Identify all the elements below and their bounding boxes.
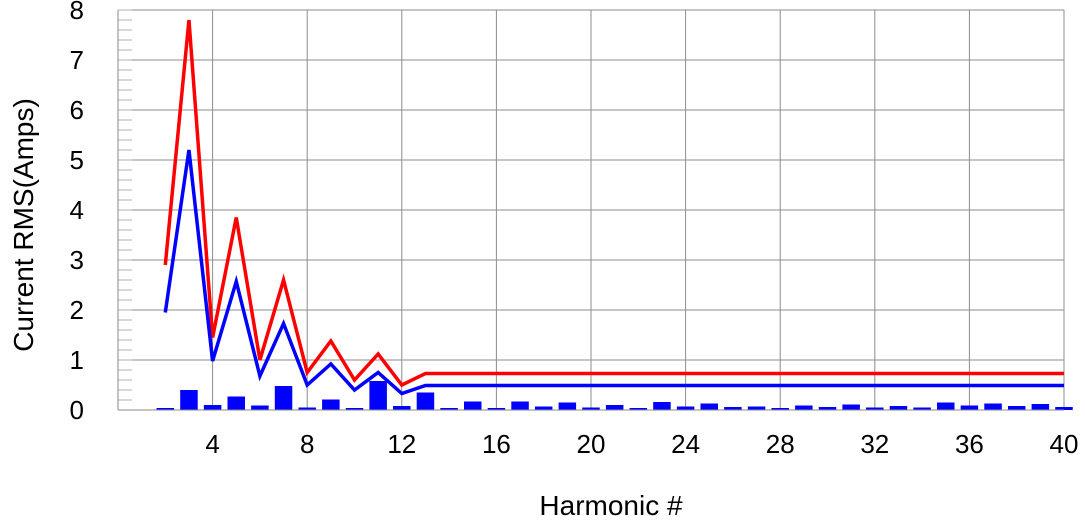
harmonic-bar xyxy=(984,403,1002,410)
y-tick-label: 7 xyxy=(70,45,84,75)
harmonic-bar xyxy=(251,405,269,410)
red-limit-line xyxy=(163,19,1064,388)
harmonic-bar xyxy=(960,405,979,410)
y-minor-ticks xyxy=(118,9,132,411)
harmonic-bar xyxy=(1031,404,1050,410)
harmonic-bar xyxy=(1055,407,1073,410)
harmonic-bar xyxy=(653,402,671,410)
harmonic-bar xyxy=(700,403,719,410)
y-tick-label: 0 xyxy=(70,395,84,425)
y-tick-label: 1 xyxy=(70,345,84,375)
harmonic-bar xyxy=(1007,406,1026,410)
y-tick-label: 2 xyxy=(70,295,84,325)
x-tick-label: 16 xyxy=(482,429,511,459)
y-tick-label: 4 xyxy=(70,195,84,225)
y-tick-label: 6 xyxy=(70,95,84,125)
harmonic-bar xyxy=(866,407,884,410)
x-tick-label: 36 xyxy=(955,429,984,459)
x-tick-label: 32 xyxy=(860,429,889,459)
harmonic-bar xyxy=(771,408,789,410)
harmonic-bar xyxy=(818,407,837,410)
harmonic-bar xyxy=(203,405,222,410)
x-tick-label: 28 xyxy=(766,429,795,459)
harmonic-bar xyxy=(274,386,293,410)
bar-series xyxy=(156,381,1073,410)
harmonic-bar xyxy=(227,396,246,410)
x-axis-label: Harmonic # xyxy=(539,490,683,521)
harmonic-bar xyxy=(795,405,813,410)
limit-lines xyxy=(163,19,1064,396)
harmonic-bar xyxy=(511,401,529,410)
x-tick-label: 24 xyxy=(671,429,700,459)
y-tick-label: 8 xyxy=(70,0,84,25)
harmonic-bar xyxy=(463,401,482,410)
harmonic-bar xyxy=(913,407,931,410)
harmonic-bar xyxy=(534,406,553,410)
harmonic-bar xyxy=(393,406,411,410)
harmonic-bar xyxy=(582,407,600,410)
harmonic-bar xyxy=(156,408,175,410)
blue-limit-line xyxy=(163,149,1064,396)
grid-lines xyxy=(118,9,1065,410)
y-tick-label: 3 xyxy=(70,245,84,275)
x-tick-label: 4 xyxy=(205,429,219,459)
harmonic-bar xyxy=(676,406,695,410)
x-tick-label: 8 xyxy=(300,429,314,459)
harmonic-bar xyxy=(440,408,458,410)
harmonic-bar xyxy=(629,408,648,410)
x-tick-label: 20 xyxy=(577,429,606,459)
harmonic-bar xyxy=(889,406,908,410)
harmonic-bar xyxy=(322,399,340,410)
harmonic-bar xyxy=(180,390,198,410)
x-tick-label: 12 xyxy=(387,429,416,459)
harmonic-bar xyxy=(724,407,742,410)
harmonic-bar xyxy=(369,381,387,410)
harmonic-bar xyxy=(345,408,364,410)
harmonic-bar xyxy=(416,392,435,410)
y-tick-label: 5 xyxy=(70,145,84,175)
x-tick-label: 40 xyxy=(1050,429,1079,459)
axes xyxy=(117,10,1064,411)
harmonic-bar xyxy=(487,408,506,410)
harmonic-bar xyxy=(936,402,955,410)
harmonic-bar xyxy=(842,404,860,410)
harmonic-bar xyxy=(298,407,316,410)
y-axis-label: Current RMS(Amps) xyxy=(8,98,39,352)
harmonic-bar xyxy=(605,405,624,410)
harmonic-bar xyxy=(558,402,577,410)
harmonic-bar xyxy=(747,406,766,410)
